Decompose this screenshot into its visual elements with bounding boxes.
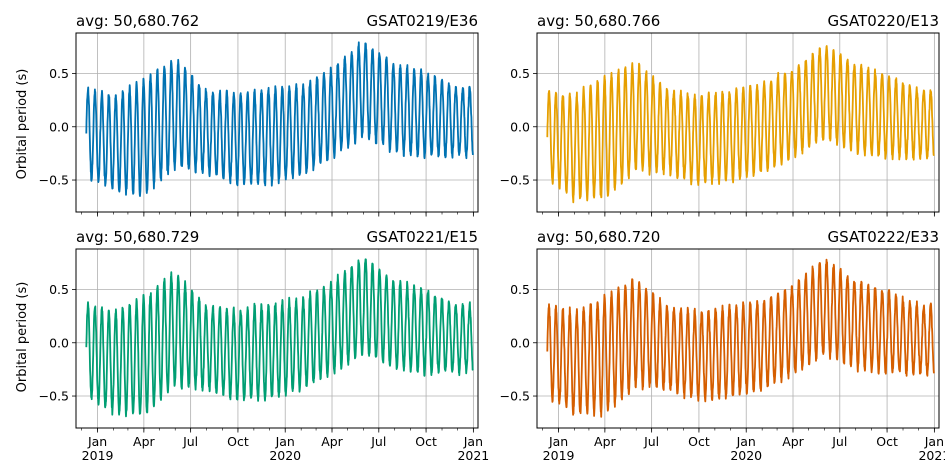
y-tick-label: 0.5 (49, 282, 69, 297)
x-tick-year-label: 2021 (457, 448, 489, 461)
x-tick-label: Jan (275, 434, 295, 449)
x-tick-label: Oct (415, 434, 437, 449)
series-line (85, 41, 474, 197)
x-tick-label: Jan (736, 434, 756, 449)
x-tick-label: Oct (688, 434, 710, 449)
y-tick-label: 0.0 (510, 335, 530, 350)
x-tick-label: Apr (133, 434, 155, 449)
x-tick-year-label: 2020 (730, 448, 762, 461)
x-tick-label: Jan (548, 434, 568, 449)
x-tick-year-label: 2019 (543, 448, 575, 461)
panel-title-right: GSAT0221/E15 (367, 228, 478, 246)
panel-title-left: avg: 50,680.766 (537, 12, 660, 30)
axes-frame (536, 32, 940, 213)
axes-frame (536, 248, 940, 429)
panel-title-right: GSAT0222/E33 (828, 228, 939, 246)
y-tick-label: 0.0 (510, 119, 530, 134)
x-tick-label: Oct (227, 434, 249, 449)
axes-frame (75, 32, 479, 213)
chart-panel-1: −0.5 0.0 0.5 avg: 50,680.762 GSAT0219/E36 (39, 12, 479, 217)
y-axis-label-bottom: Orbital period (s) (15, 282, 30, 393)
series-line (546, 258, 935, 418)
x-tick-label: Jul (370, 434, 386, 449)
series-line (546, 45, 935, 204)
y-tick-label: 0.5 (510, 66, 530, 81)
x-tick-label: Oct (876, 434, 898, 449)
panel-title-left: avg: 50,680.729 (76, 228, 199, 246)
x-tick-label: Apr (782, 434, 804, 449)
x-tick-label: Jul (643, 434, 659, 449)
y-tick-label: −0.5 (500, 173, 530, 188)
y-tick-label: 0.5 (49, 66, 69, 81)
x-tick-year-label: 2021 (918, 448, 945, 461)
y-axis-label-top: Orbital period (s) (15, 69, 30, 180)
x-tick-label: Apr (321, 434, 343, 449)
x-tick-year-label: 2020 (269, 448, 301, 461)
y-tick-label: 0.0 (49, 335, 69, 350)
panel-title-left: avg: 50,680.762 (76, 12, 199, 30)
series-line (85, 258, 474, 418)
y-tick-label: −0.5 (39, 173, 69, 188)
y-tick-label: −0.5 (39, 389, 69, 404)
panel-title-right: GSAT0220/E13 (828, 12, 939, 30)
y-tick-label: 0.0 (49, 119, 69, 134)
x-tick-label: Jan (463, 434, 483, 449)
panel-title-left: avg: 50,680.720 (537, 228, 660, 246)
axes-frame (75, 248, 479, 429)
x-tick-label: Jan (87, 434, 107, 449)
x-tick-label: Jan (924, 434, 944, 449)
y-tick-label: −0.5 (500, 389, 530, 404)
x-tick-label: Apr (594, 434, 616, 449)
x-tick-label: Jul (182, 434, 198, 449)
x-tick-label: Jul (831, 434, 847, 449)
x-tick-year-label: 2019 (82, 448, 114, 461)
y-tick-label: 0.5 (510, 282, 530, 297)
chart-panel-2: −0.5 0.0 0.5 avg: 50,680.766 GSAT0220/E13 (500, 12, 940, 217)
panel-title-right: GSAT0219/E36 (367, 12, 478, 30)
